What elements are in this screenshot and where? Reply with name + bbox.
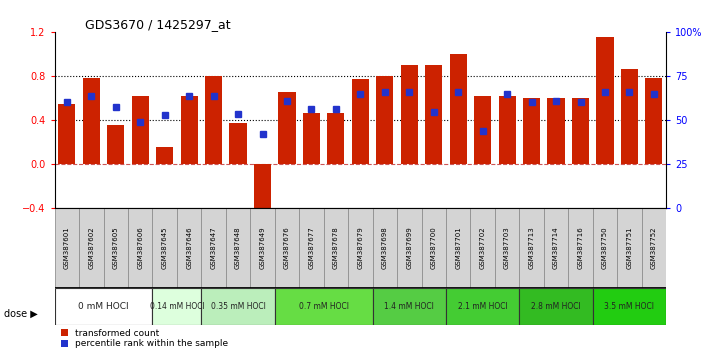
Text: GSM387714: GSM387714 <box>553 227 559 269</box>
Bar <box>621 69 638 164</box>
Text: 0 mM HOCl: 0 mM HOCl <box>78 302 129 311</box>
Bar <box>299 208 324 288</box>
Text: 2.8 mM HOCl: 2.8 mM HOCl <box>531 302 581 311</box>
Bar <box>55 208 79 288</box>
Text: GSM387701: GSM387701 <box>455 227 462 269</box>
Bar <box>83 78 100 164</box>
Bar <box>205 76 222 164</box>
Text: 0.35 mM HOCl: 0.35 mM HOCl <box>210 302 266 311</box>
Text: GSM387649: GSM387649 <box>259 227 266 269</box>
Bar <box>103 208 128 288</box>
Text: GSM387752: GSM387752 <box>651 227 657 269</box>
Text: dose ▶: dose ▶ <box>4 308 37 318</box>
Bar <box>470 208 495 288</box>
Bar <box>641 208 666 288</box>
Text: GSM387713: GSM387713 <box>529 227 534 269</box>
Bar <box>446 208 470 288</box>
Text: 1.4 mM HOCl: 1.4 mM HOCl <box>384 302 434 311</box>
Bar <box>152 288 202 325</box>
Bar <box>254 164 271 215</box>
Bar <box>229 123 247 164</box>
Text: GSM387699: GSM387699 <box>406 227 412 269</box>
Bar <box>397 208 422 288</box>
Bar <box>422 208 446 288</box>
Bar <box>446 288 519 325</box>
Text: 2.1 mM HOCl: 2.1 mM HOCl <box>458 302 507 311</box>
Legend: transformed count, percentile rank within the sample: transformed count, percentile rank withi… <box>59 327 230 350</box>
Bar <box>519 288 593 325</box>
Bar <box>596 38 614 164</box>
Bar <box>474 96 491 164</box>
Bar <box>617 208 641 288</box>
Bar <box>373 208 397 288</box>
Bar <box>107 125 124 164</box>
Bar <box>58 104 76 164</box>
Bar <box>376 76 393 164</box>
Text: GSM387606: GSM387606 <box>137 227 143 269</box>
Text: GSM387679: GSM387679 <box>357 227 363 269</box>
Bar <box>128 208 152 288</box>
Text: GDS3670 / 1425297_at: GDS3670 / 1425297_at <box>85 18 231 31</box>
Text: GSM387750: GSM387750 <box>602 227 608 269</box>
Bar <box>593 208 617 288</box>
Bar <box>569 208 593 288</box>
Text: GSM387677: GSM387677 <box>309 227 314 269</box>
Bar <box>55 288 152 325</box>
Bar <box>547 98 565 164</box>
Text: GSM387605: GSM387605 <box>113 227 119 269</box>
Text: GSM387647: GSM387647 <box>210 227 217 269</box>
Text: GSM387645: GSM387645 <box>162 227 167 269</box>
Text: GSM387716: GSM387716 <box>577 227 584 269</box>
Bar <box>278 92 296 164</box>
Bar <box>274 288 373 325</box>
Bar <box>400 65 418 164</box>
Text: GSM387676: GSM387676 <box>284 227 290 269</box>
Bar <box>202 288 274 325</box>
Text: GSM387648: GSM387648 <box>235 227 241 269</box>
Bar <box>425 65 443 164</box>
Bar <box>519 208 544 288</box>
Bar <box>177 208 202 288</box>
Bar <box>202 208 226 288</box>
Text: GSM387601: GSM387601 <box>64 227 70 269</box>
Bar <box>156 147 173 164</box>
Bar <box>348 208 373 288</box>
Text: 3.5 mM HOCl: 3.5 mM HOCl <box>604 302 654 311</box>
Bar <box>352 79 369 164</box>
Bar <box>303 113 320 164</box>
Text: GSM387698: GSM387698 <box>381 227 388 269</box>
Bar <box>250 208 274 288</box>
Bar <box>328 113 344 164</box>
Bar <box>499 96 515 164</box>
Bar <box>132 96 149 164</box>
Bar <box>226 208 250 288</box>
Text: GSM387703: GSM387703 <box>504 227 510 269</box>
Bar <box>181 96 198 164</box>
Text: GSM387702: GSM387702 <box>480 227 486 269</box>
Text: GSM387646: GSM387646 <box>186 227 192 269</box>
Text: GSM387751: GSM387751 <box>626 227 633 269</box>
Text: 0.7 mM HOCl: 0.7 mM HOCl <box>298 302 349 311</box>
Bar <box>523 98 540 164</box>
Bar <box>152 208 177 288</box>
Bar <box>593 288 666 325</box>
Bar <box>572 98 589 164</box>
Bar <box>495 208 519 288</box>
Text: 0.14 mM HOCl: 0.14 mM HOCl <box>149 302 205 311</box>
Bar <box>645 78 662 164</box>
Text: GSM387678: GSM387678 <box>333 227 339 269</box>
Text: GSM387602: GSM387602 <box>88 227 95 269</box>
Bar <box>450 54 467 164</box>
Bar <box>274 208 299 288</box>
Bar <box>544 208 569 288</box>
Bar <box>373 288 446 325</box>
Bar <box>324 208 348 288</box>
Text: GSM387700: GSM387700 <box>431 227 437 269</box>
Bar <box>79 208 103 288</box>
